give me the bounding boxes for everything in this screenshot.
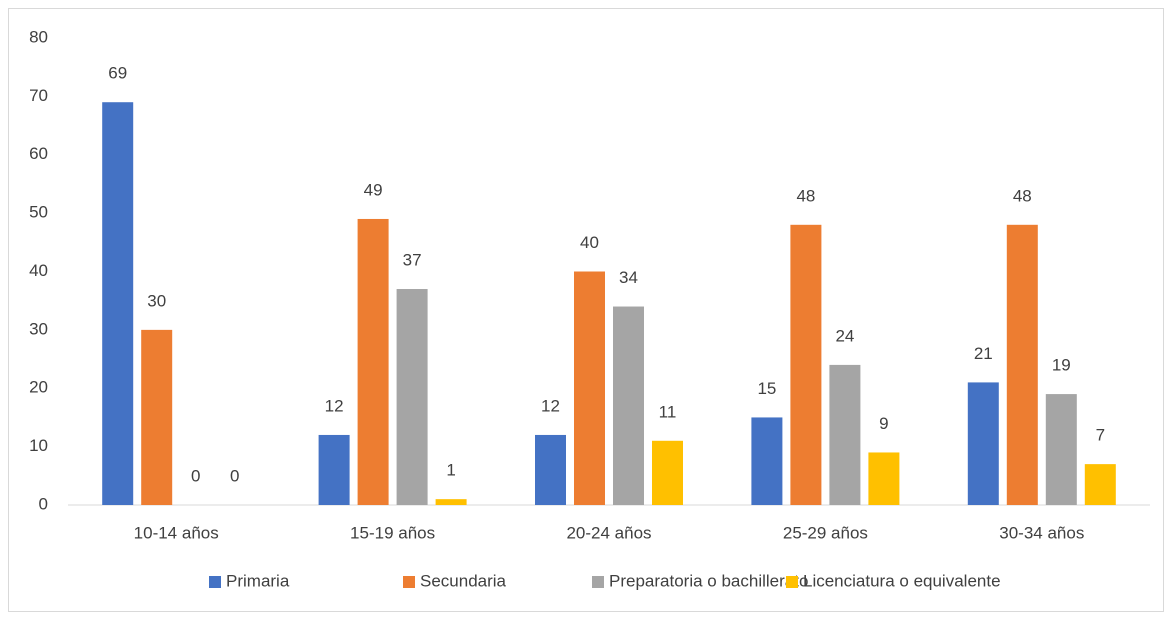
x-tick-label: 25-29 años (783, 523, 868, 542)
bar (141, 329, 173, 505)
data-label: 0 (230, 466, 239, 485)
data-label: 1 (446, 461, 455, 480)
data-label: 12 (541, 396, 560, 415)
legend-label: Licenciatura o equivalente (803, 571, 1001, 590)
data-label: 12 (325, 396, 344, 415)
bar (829, 364, 861, 505)
legend-swatch (592, 576, 604, 588)
bar (751, 417, 783, 505)
bar (967, 382, 999, 505)
legend-swatch (786, 576, 798, 588)
data-label: 69 (108, 64, 127, 83)
legend-label: Secundaria (420, 571, 507, 590)
bar (435, 499, 467, 505)
bar (396, 289, 428, 505)
data-label: 40 (580, 233, 599, 252)
data-label: 19 (1052, 356, 1071, 375)
y-tick-label: 20 (29, 378, 48, 397)
data-label: 11 (659, 402, 677, 421)
bar (652, 440, 683, 505)
data-label: 48 (796, 186, 815, 205)
data-label: 7 (1096, 426, 1105, 445)
x-tick-label: 30-34 años (999, 523, 1084, 542)
legend-swatch (403, 576, 415, 588)
bar (102, 102, 134, 506)
y-tick-label: 70 (29, 86, 48, 105)
bar (868, 452, 900, 505)
legend-swatch (209, 576, 221, 588)
bar (1006, 224, 1038, 506)
legend-label: Preparatoria o bachillerato (609, 571, 808, 590)
data-label: 49 (364, 180, 383, 199)
bar (535, 434, 566, 505)
data-label: 0 (191, 466, 200, 485)
y-tick-label: 0 (39, 494, 48, 513)
x-tick-label: 20-24 años (566, 523, 651, 542)
data-label: 9 (879, 414, 888, 433)
x-tick-label: 15-19 años (350, 523, 435, 542)
bar (318, 434, 350, 505)
data-label: 24 (835, 326, 854, 345)
y-tick-label: 50 (29, 203, 48, 222)
data-label: 34 (619, 268, 638, 287)
bar (357, 218, 389, 505)
bar (1045, 394, 1077, 505)
y-tick-label: 60 (29, 144, 48, 163)
data-label: 30 (147, 291, 166, 310)
data-label: 37 (403, 250, 422, 269)
bar (1084, 464, 1116, 505)
y-tick-label: 30 (29, 319, 48, 338)
y-tick-label: 40 (29, 261, 48, 280)
bar (790, 224, 822, 506)
data-label: 21 (974, 344, 993, 363)
x-tick-label: 10-14 años (134, 523, 219, 542)
y-tick-label: 10 (29, 436, 48, 455)
bar (613, 306, 644, 505)
y-tick-label: 80 (29, 27, 48, 46)
data-label: 15 (757, 379, 776, 398)
data-label: 48 (1013, 186, 1032, 205)
bar (574, 271, 605, 505)
legend-label: Primaria (226, 571, 290, 590)
